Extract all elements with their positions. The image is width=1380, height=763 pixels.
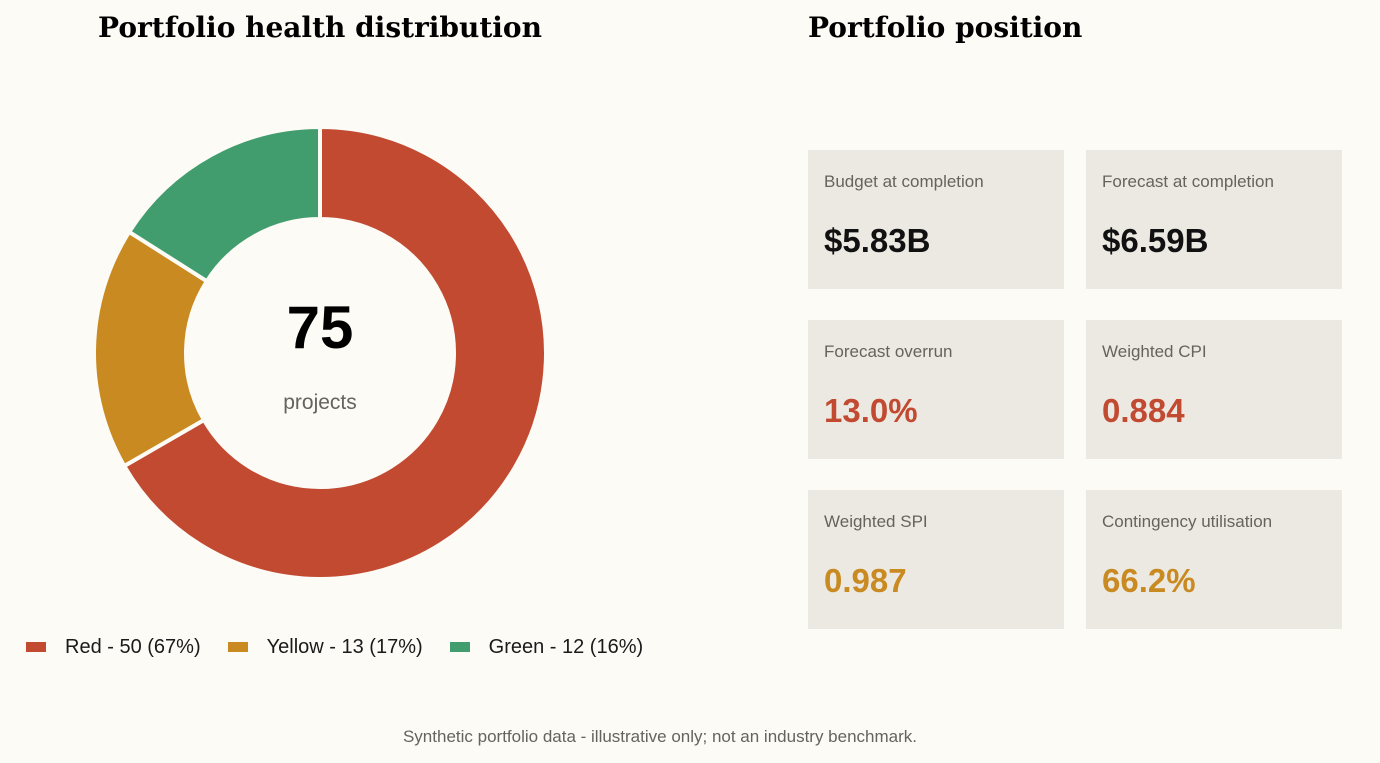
kpi-card-forecast-overrun: Forecast overrun 13.0%	[808, 320, 1064, 459]
donut-chart: 75 projects	[92, 124, 548, 581]
chart-legend: Red - 50 (67%) Yellow - 13 (17%) Green -…	[26, 632, 670, 662]
legend-item-yellow: Yellow - 13 (17%)	[227, 632, 423, 662]
donut-slice-green	[126, 124, 322, 284]
donut-center-label: projects	[283, 391, 357, 414]
legend-label-yellow: Yellow - 13 (17%)	[266, 636, 423, 658]
kpi-label: Budget at completion	[824, 172, 984, 191]
kpi-value: 0.987	[824, 562, 907, 599]
kpi-card-budget-at-completion: Budget at completion $5.83B	[808, 150, 1064, 289]
footnote: Synthetic portfolio data - illustrative …	[402, 727, 918, 746]
legend-label-green: Green - 12 (16%)	[488, 636, 644, 658]
legend-swatch-green	[449, 642, 470, 652]
donut-center-value: 75	[287, 294, 354, 361]
donut-slice-red	[121, 124, 548, 581]
kpi-label: Forecast overrun	[824, 342, 953, 361]
kpi-label: Weighted CPI	[1102, 342, 1207, 361]
kpi-card-weighted-cpi: Weighted CPI 0.884	[1086, 320, 1342, 459]
kpi-card-forecast-at-completion: Forecast at completion $6.59B	[1086, 150, 1342, 289]
legend-item-red: Red - 50 (67%)	[26, 632, 201, 662]
kpi-value: $6.59B	[1102, 222, 1209, 259]
kpi-label: Weighted SPI	[824, 512, 928, 531]
legend-swatch-red	[26, 642, 46, 652]
kpi-value: 13.0%	[824, 392, 918, 429]
kpi-value: 0.884	[1102, 392, 1185, 429]
kpi-label: Contingency utilisation	[1102, 512, 1273, 531]
kpi-card-contingency-utilisation: Contingency utilisation 66.2%	[1086, 490, 1342, 629]
position-title: Portfolio position	[808, 11, 1083, 44]
donut-slices	[92, 124, 548, 581]
kpi-card-weighted-spi: Weighted SPI 0.987	[808, 490, 1064, 629]
legend-label-red: Red - 50 (67%)	[65, 636, 201, 658]
kpi-value: 66.2%	[1102, 562, 1196, 599]
chart-title: Portfolio health distribution	[98, 11, 542, 44]
legend-swatch-yellow	[227, 642, 248, 652]
kpi-label: Forecast at completion	[1102, 172, 1274, 191]
legend-item-green: Green - 12 (16%)	[449, 632, 644, 662]
kpi-value: $5.83B	[824, 222, 931, 259]
